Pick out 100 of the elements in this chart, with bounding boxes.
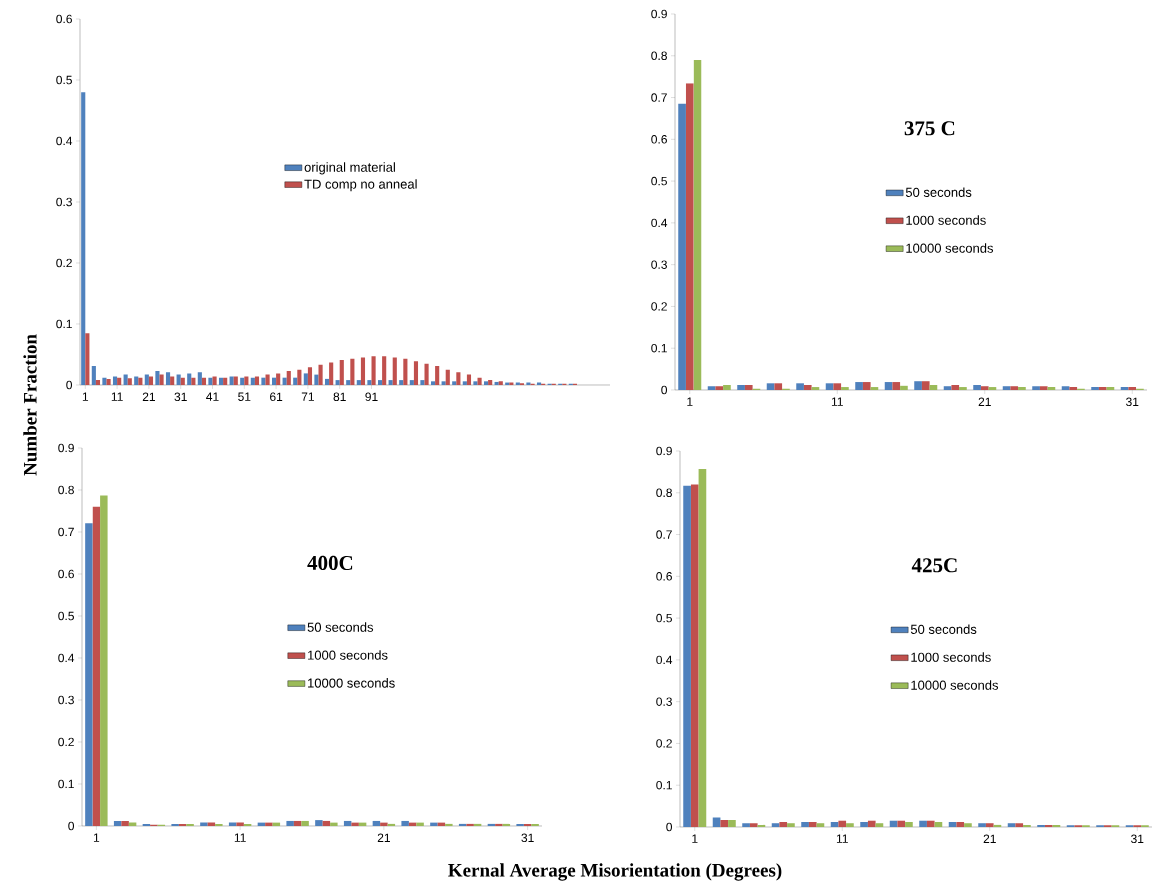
y-tick-label: 0.6 [58,569,74,579]
y-tick-label: 0.4 [56,136,73,146]
legend-label: 10000 seconds [906,243,994,253]
bar [233,376,238,385]
legend-label: original material [304,162,395,175]
bar [900,385,908,390]
bar [1106,387,1115,390]
x-tick-label: 31 [174,392,187,402]
bar [286,820,294,826]
bar [830,821,839,827]
bar [796,383,804,390]
bar [200,822,208,826]
x-tick-label: 21 [983,834,996,843]
bar [867,820,876,827]
y-tick-label: 0.4 [651,218,668,228]
legend-label: 50 seconds [905,187,972,197]
bar [123,374,128,385]
bar [445,823,453,826]
bar [779,821,788,827]
bar [265,822,273,826]
y-tick-label: 0.2 [58,737,74,747]
x-tick-label: 11 [234,833,246,842]
y-tick-label: 0.3 [656,697,672,706]
bar [106,378,111,385]
x-axis-title: Kernal Average Misorientation (Degrees) [448,863,782,881]
x-tick-label: 1 [82,392,89,401]
bar [356,380,361,385]
bar [240,377,245,385]
bar [466,823,474,826]
legend-label: 1000 seconds [906,215,986,225]
y-tick-label: 0.1 [656,780,672,790]
bar [212,376,217,385]
bar [749,823,758,827]
bar [744,384,753,390]
bar [95,380,101,385]
bar [250,377,255,385]
x-tick-label: 1 [93,833,100,842]
bar [1061,386,1070,390]
bar [197,372,202,385]
bar [265,374,270,385]
bar [339,359,344,385]
bar [201,377,207,385]
legend-label: 10000 seconds [308,678,395,688]
bar [343,820,352,826]
bar [377,380,383,385]
bar [112,376,118,385]
bar [483,381,489,385]
bar [350,358,355,385]
bar [811,387,820,390]
bar [127,378,132,385]
bar [875,823,884,827]
bar [413,361,419,385]
bar [774,383,783,390]
bar [322,820,331,826]
bar [985,823,994,827]
bar [170,376,175,385]
bar [100,495,108,826]
bar [144,374,149,385]
bar [254,376,260,385]
x-tick-label: 71 [301,392,314,401]
bar [884,382,893,390]
bar [766,383,775,390]
bar [803,384,812,390]
bar [1015,823,1024,827]
bar [808,821,817,827]
bar [372,820,381,826]
bar [117,377,122,385]
x-tick-label: 31 [521,833,534,843]
y-tick-label: 0.5 [56,75,72,85]
bar [329,362,334,385]
bar [1007,823,1016,827]
bar [934,821,943,827]
bar [435,366,440,385]
y-tick-label: 0 [666,822,673,832]
bar [948,821,957,827]
bar [335,380,340,385]
bar [371,356,376,385]
bar [914,381,922,390]
bar [351,822,359,826]
bar [401,820,409,826]
bar [399,380,404,385]
bar [282,377,287,385]
bar [187,373,192,385]
y-tick-label: 0.2 [656,739,672,748]
y-tick-label: 0.2 [56,258,72,268]
bar [223,377,228,385]
bar [841,387,849,390]
bar [495,823,503,826]
bar [477,377,482,385]
y-tick-label: 0 [661,385,668,395]
bar [81,92,86,385]
bar [1010,386,1019,390]
bar [498,381,503,385]
bar [978,823,986,827]
y-tick-label: 0 [66,380,73,390]
bar [303,373,308,385]
bar [445,369,450,385]
bar [301,820,309,826]
bar [452,381,457,385]
y-tick-label: 0.7 [651,93,667,102]
